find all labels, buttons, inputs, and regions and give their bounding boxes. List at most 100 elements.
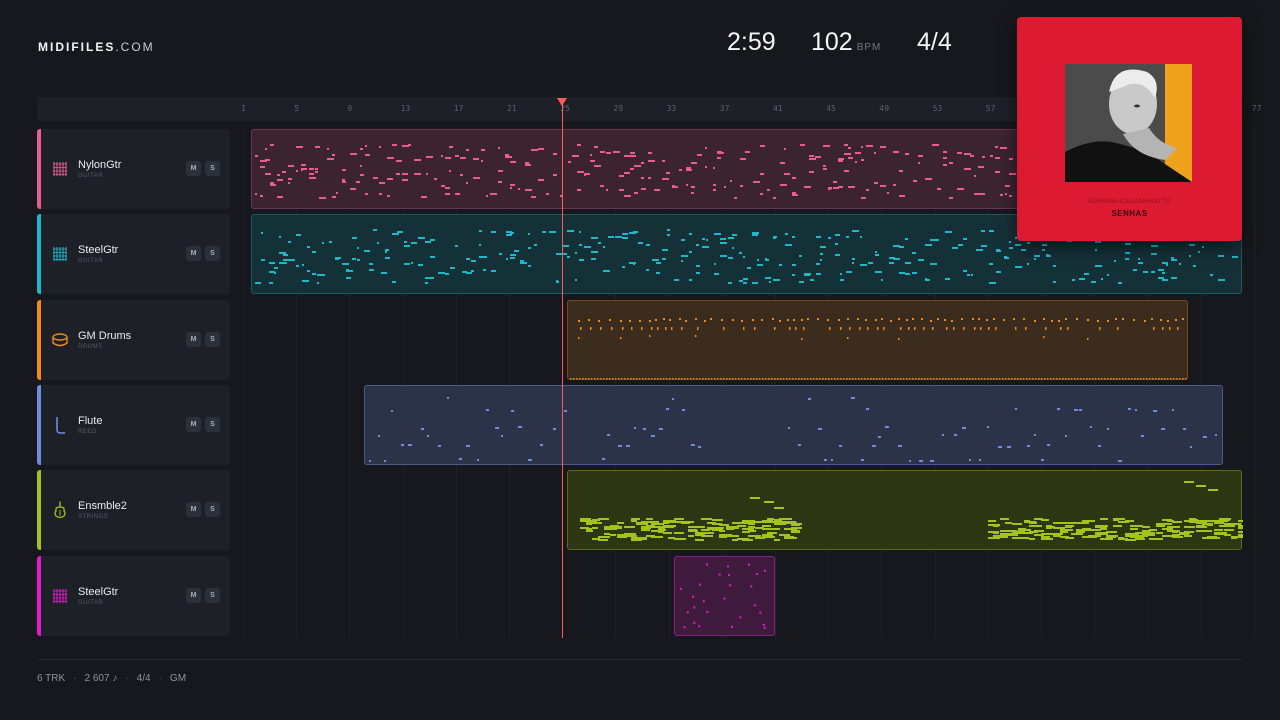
footer-standard: GM (169, 673, 187, 684)
grid-line (828, 128, 830, 638)
solo-button[interactable]: S (205, 161, 220, 176)
grid-line (668, 128, 670, 638)
footer-info: 6 TRK · 2 607 ♪ · 4/4 · GM (37, 673, 187, 684)
track-header[interactable]: SteelGtr GUITAR M S (37, 214, 230, 294)
grid-line (615, 128, 617, 638)
track-header[interactable]: Flute REED M S (37, 385, 230, 465)
track-header[interactable]: Ensmble2 STRINGS M S (37, 470, 230, 550)
track-category: REED (78, 429, 97, 435)
mute-button[interactable]: M (186, 161, 201, 176)
ruler-tick: 53 (932, 104, 943, 113)
ruler-tick: 9 (347, 104, 353, 113)
track-color-strip (37, 214, 41, 294)
grid-line (349, 128, 351, 638)
grid-line (1200, 128, 1202, 638)
track-category: STRINGS (78, 514, 109, 520)
grid-line (1253, 128, 1255, 638)
grid-line (987, 128, 989, 638)
mute-button[interactable]: M (186, 332, 201, 347)
guitar-grid-icon (52, 160, 68, 178)
ruler-tick: 45 (826, 104, 836, 113)
violin-icon (52, 501, 68, 519)
grid-line (243, 128, 244, 638)
tempo-display: 102 BPM (811, 28, 881, 57)
track-header[interactable]: SteelGtr GUITAR M S (37, 556, 230, 636)
solo-button[interactable]: S (205, 417, 220, 432)
solo-button[interactable]: S (205, 332, 220, 347)
track-category: GUITAR (78, 173, 104, 179)
ruler-tick: 33 (666, 104, 677, 113)
ruler-tick: 5 (294, 104, 300, 113)
ruler-tick: 37 (719, 104, 730, 113)
midi-clip[interactable] (251, 214, 1242, 294)
grid-line (775, 128, 776, 638)
midi-clip[interactable] (567, 300, 1188, 380)
site-logo[interactable]: MIDIFILES.COM (38, 40, 155, 54)
tempo-unit: BPM (856, 42, 882, 53)
solo-button[interactable]: S (205, 246, 220, 261)
album-photo (1065, 64, 1192, 182)
grid-line (1041, 128, 1042, 638)
grid-line (1147, 128, 1149, 638)
mute-button[interactable]: M (186, 588, 201, 603)
track-color-strip (37, 470, 41, 550)
footer-time-signature: 4/4 (136, 673, 151, 684)
ruler-tick: 49 (879, 104, 890, 113)
guitar-grid-icon (52, 245, 68, 263)
track-name: Ensmble2 (78, 500, 127, 512)
track-color-strip (37, 129, 41, 209)
album-cover: ADRIANA CALCANHOTTO SENHAS (1017, 17, 1242, 241)
solo-button[interactable]: S (205, 588, 220, 603)
mute-button[interactable]: M (186, 246, 201, 261)
track-color-strip (37, 300, 41, 380)
time-signature: 4/4 (917, 28, 952, 56)
ruler-tick: 41 (773, 104, 783, 113)
drum-icon (52, 331, 68, 349)
grid-line (721, 128, 723, 638)
ruler-tick: 57 (985, 104, 996, 113)
solo-button[interactable]: S (205, 502, 220, 517)
mute-button[interactable]: M (186, 417, 201, 432)
track-category: GUITAR (78, 258, 104, 264)
album-title: SENHAS (1111, 209, 1148, 218)
track-category: GUITAR (78, 600, 104, 606)
grid-line (934, 128, 936, 638)
track-color-strip (37, 556, 41, 636)
footer-note-count: 2 607 ♪ (84, 673, 118, 684)
ruler-tick: 17 (453, 104, 464, 113)
grid-line (402, 128, 404, 638)
footer-track-count: 6 TRK (37, 673, 66, 684)
midi-clip[interactable] (364, 385, 1223, 465)
guitar-grid-icon (52, 587, 68, 605)
playhead-line[interactable] (561, 103, 563, 638)
playback-time: 2:59 (727, 28, 776, 56)
track-header[interactable]: NylonGtr GUITAR M S (37, 129, 230, 209)
track-color-strip (37, 385, 41, 465)
track-name: NylonGtr (78, 159, 122, 171)
grid-line (296, 128, 298, 638)
ruler-tick: 29 (613, 104, 624, 113)
track-name: Flute (78, 415, 103, 427)
track-name: SteelGtr (78, 586, 119, 598)
track-name: GM Drums (78, 330, 132, 342)
grid-line (881, 128, 883, 638)
grid-line (455, 128, 457, 638)
grid-line (562, 128, 564, 638)
grid-line (1094, 128, 1096, 638)
midi-clip[interactable] (567, 470, 1243, 550)
track-header[interactable]: GM Drums DRUMS M S (37, 300, 230, 380)
album-artist: ADRIANA CALCANHOTTO (1088, 199, 1171, 205)
ruler-tick: 25 (560, 104, 570, 113)
mute-button[interactable]: M (186, 502, 201, 517)
ruler-tick: 1 (241, 104, 246, 113)
footer-divider (37, 659, 1243, 660)
midi-clip[interactable] (674, 556, 775, 636)
ruler-tick: 13 (400, 104, 411, 113)
tempo-value: 102 (811, 28, 853, 56)
playhead-handle[interactable] (557, 98, 568, 106)
grid-line (509, 128, 510, 638)
ruler-tick: 21 (507, 104, 517, 113)
track-name: SteelGtr (78, 244, 119, 256)
track-category: DRUMS (78, 344, 103, 350)
ruler-tick: 77 (1251, 104, 1262, 113)
